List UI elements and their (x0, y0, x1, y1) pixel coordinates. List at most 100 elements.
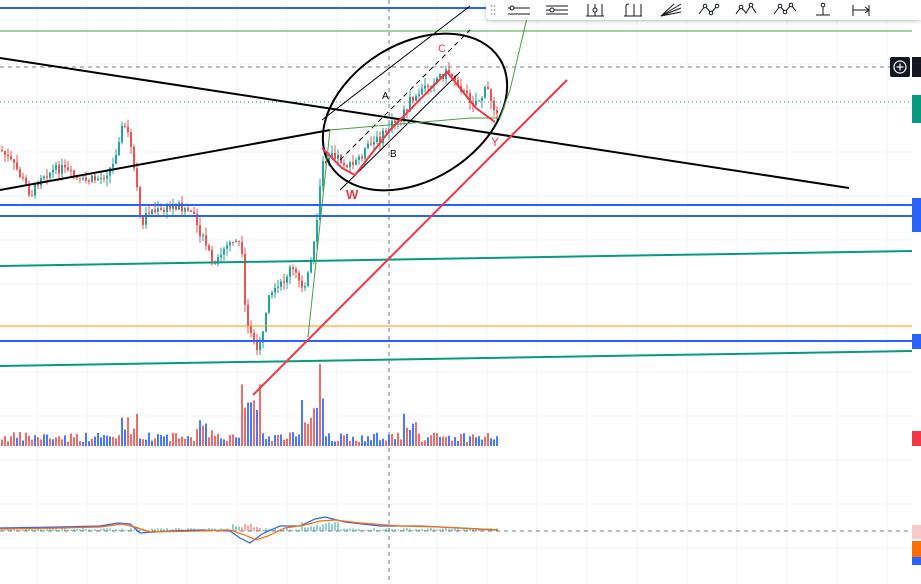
volume-bar (349, 440, 351, 446)
trendline-green-upper[interactable] (0, 250, 913, 267)
tool-long-position[interactable] (804, 0, 842, 20)
volume-bar (211, 430, 213, 446)
volume-bar (118, 435, 120, 446)
candle-body (454, 76, 456, 80)
volume-bar (85, 432, 87, 446)
candle-body (259, 342, 261, 351)
candle-body (100, 177, 102, 179)
candle-body (352, 162, 354, 165)
candle-body (115, 154, 117, 164)
macd-histogram-bar (25, 528, 27, 531)
macd-histogram-bar (238, 526, 240, 531)
candle-body (172, 206, 174, 209)
candle-body (286, 276, 288, 283)
tool-elliott-wave[interactable] (766, 0, 804, 20)
volume-bar (223, 439, 225, 446)
macd-histogram-bar (121, 528, 123, 531)
macd-tag-3 (912, 557, 921, 565)
volume-bar (307, 423, 309, 446)
macd-histogram-bar (337, 522, 339, 531)
candle-body (61, 164, 63, 174)
macd-histogram-bar (430, 528, 432, 531)
macd-histogram-bar (76, 528, 78, 531)
candle-body (55, 164, 57, 170)
volume-bar (205, 423, 207, 446)
macd-histogram-bar (91, 529, 93, 531)
volume-bar (91, 438, 93, 446)
candle-body (412, 96, 414, 101)
macd-histogram-bar (187, 528, 189, 531)
macd-histogram-bar (34, 529, 36, 531)
trendline-red[interactable] (252, 79, 568, 396)
volume-bar (238, 437, 240, 446)
candle-body (274, 287, 276, 293)
tool-xabcd-pattern[interactable] (690, 0, 728, 20)
trendline-black-ascending[interactable] (0, 129, 331, 191)
tool-pitchfork[interactable] (576, 0, 614, 20)
volume-bar (1, 439, 3, 446)
macd-histogram-bar (403, 528, 405, 531)
candlestick-series (1, 62, 498, 356)
volume-bar (58, 436, 60, 446)
candle-body (466, 90, 468, 94)
volume-bar (388, 434, 390, 446)
candle-body (238, 240, 240, 242)
candle-body (301, 280, 303, 288)
macd-histogram-bar (178, 528, 180, 531)
volume-bar (256, 409, 258, 446)
candle-body (163, 209, 165, 212)
volume-bar (40, 439, 42, 446)
projection-path-green[interactable] (307, 17, 528, 338)
candle-body (43, 176, 45, 179)
tool-horizontal-lines[interactable] (538, 0, 576, 20)
wave-label-c: C (438, 43, 446, 55)
candle-body (451, 73, 453, 77)
macd-histogram-bar (388, 528, 390, 531)
trendline-black-descending[interactable] (0, 57, 850, 189)
volume-bar (175, 433, 177, 446)
volume-bar (250, 402, 252, 446)
volume-bar (7, 441, 9, 446)
tool-schiff-pitchfork[interactable] (614, 0, 652, 20)
candle-body (262, 331, 264, 343)
tool-horizontal-ray[interactable] (500, 0, 538, 20)
candle-body (82, 177, 84, 179)
volume-bar (76, 434, 78, 446)
drawing-toolbar (486, 0, 921, 20)
candle-body (157, 208, 159, 212)
macd-histogram-bar (28, 528, 30, 531)
tool-fib-fan[interactable] (652, 0, 690, 20)
macd-histogram-bar (124, 529, 126, 531)
volume-bar (67, 441, 69, 446)
volume-bar (115, 438, 117, 446)
tool-date-range[interactable] (842, 0, 880, 20)
macd-histogram-bar (406, 528, 408, 531)
volume-bar (217, 433, 219, 446)
candle-body (193, 211, 195, 214)
toolbar-drag-handle[interactable] (486, 0, 500, 20)
macd-histogram-bar (307, 527, 309, 531)
elliott-zigzag-red[interactable] (321, 70, 496, 177)
macd-histogram-bar (46, 528, 48, 531)
volume-bar (463, 433, 465, 446)
trendline-green-lower[interactable] (0, 350, 913, 367)
drawing-ellipse[interactable] (294, 1, 536, 222)
tool-head-shoulders[interactable] (728, 0, 766, 20)
candle-body (67, 167, 69, 171)
channel-line-lower[interactable] (339, 71, 461, 191)
candle-body (121, 125, 123, 143)
macd-histogram-bar (454, 528, 456, 531)
wave-label-y: Y (491, 135, 499, 149)
volume-bar (289, 432, 291, 446)
macd-histogram-bar (67, 529, 69, 531)
macd-histogram-bar (349, 528, 351, 531)
candle-body (349, 162, 351, 168)
volume-bar (487, 433, 489, 446)
volume-bar (88, 441, 90, 446)
channel-line-middle[interactable] (339, 29, 471, 161)
xabcd-pattern-icon (698, 3, 720, 16)
add-alert-button[interactable] (890, 57, 910, 77)
channel-line-upper[interactable] (321, 5, 471, 121)
candle-body (295, 269, 297, 273)
